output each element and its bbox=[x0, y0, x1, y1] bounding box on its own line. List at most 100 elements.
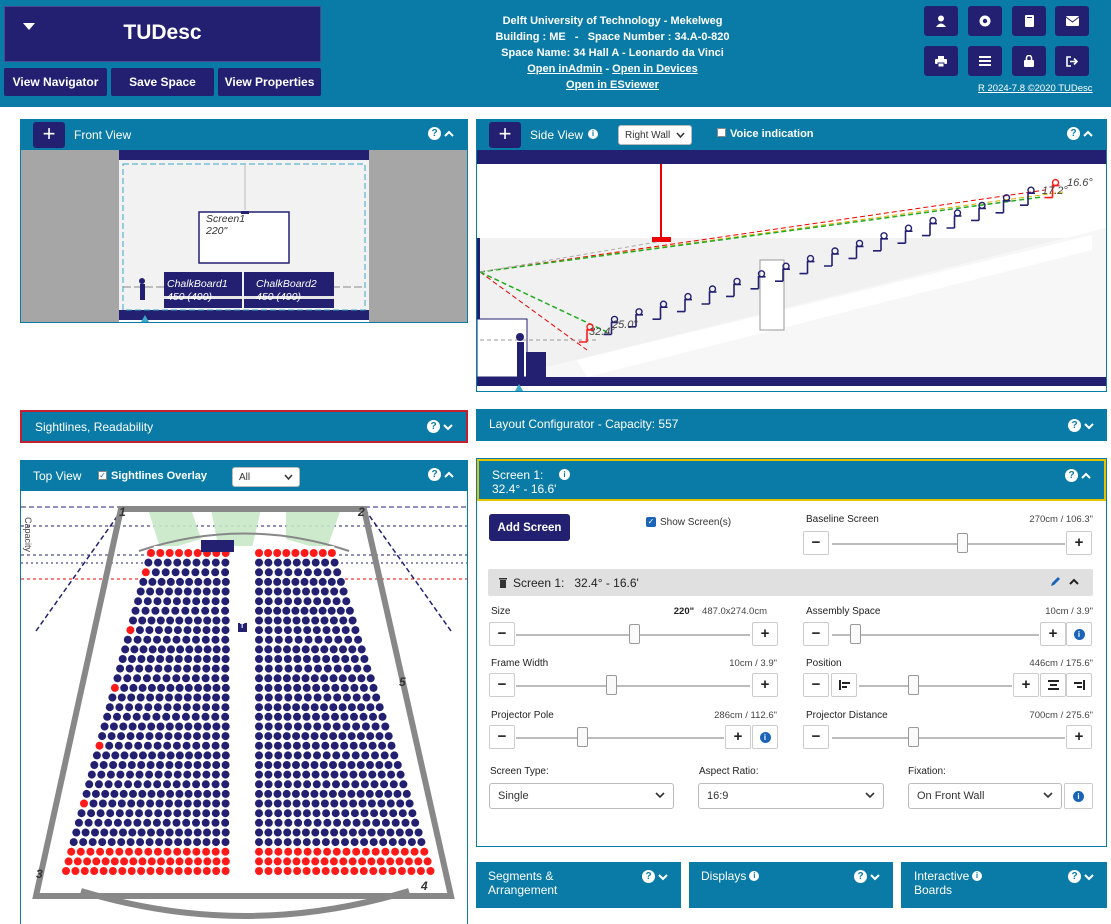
chevron-up-icon[interactable] bbox=[1082, 128, 1094, 140]
book-button[interactable] bbox=[1012, 6, 1046, 36]
chevron-up-icon[interactable] bbox=[1080, 470, 1092, 482]
help-icon[interactable]: ? bbox=[1068, 870, 1081, 883]
chevron-down-icon[interactable] bbox=[869, 871, 881, 883]
info-icon[interactable]: i bbox=[559, 469, 570, 480]
screen-type-select[interactable]: Single bbox=[489, 783, 674, 809]
screen-row-header[interactable]: Screen 1: 32.4° - 16.6' bbox=[488, 569, 1093, 596]
seat bbox=[274, 568, 283, 577]
fixation-info-button[interactable]: i bbox=[1064, 783, 1093, 809]
chevron-up-icon[interactable] bbox=[443, 128, 455, 140]
distance-slider-track[interactable] bbox=[832, 737, 1065, 739]
assembly-plus-button[interactable]: + bbox=[1040, 622, 1066, 646]
show-screens-checkbox[interactable]: ✓ bbox=[646, 517, 656, 527]
add-screen-button[interactable]: Add Screen bbox=[489, 514, 570, 541]
edit-pencil-icon[interactable] bbox=[1050, 576, 1061, 587]
side-view-add-button[interactable]: + bbox=[489, 122, 521, 148]
layout-configurator-panel[interactable]: Layout Configurator - Capacity: 557 ? bbox=[476, 409, 1107, 441]
chevron-up-icon[interactable] bbox=[443, 469, 455, 481]
seat bbox=[264, 549, 273, 557]
help-icon[interactable]: ? bbox=[428, 468, 441, 481]
seat bbox=[395, 828, 404, 837]
frame-minus-button[interactable]: − bbox=[489, 673, 515, 697]
print-button[interactable] bbox=[924, 46, 958, 76]
filter-select[interactable]: All bbox=[232, 467, 300, 487]
info-icon[interactable]: i bbox=[972, 871, 982, 881]
seat bbox=[321, 867, 330, 875]
pole-slider-thumb[interactable] bbox=[577, 727, 588, 747]
front-view-add-button[interactable]: + bbox=[33, 122, 65, 148]
assembly-info-button[interactable]: i bbox=[1066, 622, 1092, 646]
pole-slider-track[interactable] bbox=[516, 737, 724, 739]
baseline-slider-thumb[interactable] bbox=[957, 533, 968, 553]
chevron-up-icon[interactable] bbox=[1068, 576, 1080, 588]
trash-icon[interactable] bbox=[498, 577, 508, 588]
help-icon[interactable]: ? bbox=[642, 870, 655, 883]
displays-panel[interactable]: Displays i ? bbox=[689, 862, 893, 908]
position-slider-track[interactable] bbox=[859, 685, 1012, 687]
size-slider-thumb[interactable] bbox=[629, 624, 640, 644]
baseline-minus-button[interactable]: − bbox=[803, 531, 829, 555]
view-navigator-button[interactable]: View Navigator bbox=[4, 68, 107, 96]
list-button[interactable] bbox=[968, 46, 1002, 76]
distance-plus-button[interactable]: + bbox=[1066, 725, 1092, 749]
position-minus-button[interactable]: − bbox=[803, 673, 829, 697]
aspect-ratio-select[interactable]: 16:9 bbox=[698, 783, 884, 809]
distance-minus-button[interactable]: − bbox=[803, 725, 829, 749]
wall-select[interactable]: Right Wall bbox=[618, 125, 692, 145]
help-icon[interactable]: ? bbox=[428, 127, 441, 140]
chevron-down-icon[interactable] bbox=[1083, 420, 1095, 432]
baseline-plus-button[interactable]: + bbox=[1066, 531, 1092, 555]
pole-plus-button[interactable]: + bbox=[725, 725, 751, 749]
menu-caret-icon[interactable] bbox=[23, 23, 35, 30]
info-icon[interactable]: i bbox=[749, 871, 760, 881]
assembly-slider-thumb[interactable] bbox=[850, 624, 861, 644]
screen-panel-header[interactable]: Screen 1: i 32.4° - 16.6' ? bbox=[477, 459, 1106, 501]
baseline-slider-track[interactable] bbox=[832, 543, 1065, 545]
view-properties-button[interactable]: View Properties bbox=[218, 68, 321, 96]
align-center-button[interactable] bbox=[1040, 673, 1066, 697]
distance-slider-thumb[interactable] bbox=[908, 727, 919, 747]
size-plus-button[interactable]: + bbox=[752, 622, 778, 646]
size-minus-button[interactable]: − bbox=[489, 622, 515, 646]
align-right-button[interactable] bbox=[1066, 673, 1092, 697]
sightlines-panel[interactable]: Sightlines, Readability ? bbox=[20, 410, 468, 443]
chevron-down-icon[interactable] bbox=[1083, 871, 1095, 883]
info-icon[interactable]: i bbox=[588, 129, 598, 139]
lock-button[interactable] bbox=[1012, 46, 1046, 76]
support-button[interactable] bbox=[968, 6, 1002, 36]
version-link[interactable]: R 2024-7.8 ©2020 TUDesc bbox=[978, 83, 1093, 94]
frame-plus-button[interactable]: + bbox=[752, 673, 778, 697]
pole-info-button[interactable]: i bbox=[752, 725, 778, 749]
chevron-down-icon[interactable] bbox=[657, 871, 669, 883]
user-button[interactable] bbox=[924, 6, 958, 36]
open-esviewer-link[interactable]: Open in ESviewer bbox=[566, 79, 659, 91]
help-icon[interactable]: ? bbox=[1068, 419, 1081, 432]
help-icon[interactable]: ? bbox=[1067, 127, 1080, 140]
seat bbox=[338, 789, 347, 798]
overlay-checkbox[interactable]: ✓ bbox=[98, 471, 107, 480]
frame-slider-track[interactable] bbox=[516, 685, 750, 687]
frame-slider-thumb[interactable] bbox=[606, 675, 617, 695]
segments-panel[interactable]: Segments & Arrangement ? bbox=[476, 862, 681, 908]
save-space-button[interactable]: Save Space bbox=[111, 68, 214, 96]
open-inadmin-link[interactable]: Open inAdmin bbox=[527, 63, 603, 75]
assembly-slider-track[interactable] bbox=[832, 634, 1039, 636]
position-plus-button[interactable]: + bbox=[1013, 673, 1039, 697]
mail-button[interactable] bbox=[1055, 6, 1089, 36]
pole-minus-button[interactable]: − bbox=[489, 725, 515, 749]
interactive-boards-panel[interactable]: Interactive Boards i ? bbox=[901, 862, 1107, 908]
help-icon[interactable]: ? bbox=[854, 870, 867, 883]
logout-button[interactable] bbox=[1055, 46, 1089, 76]
seat bbox=[156, 655, 165, 663]
assembly-minus-button[interactable]: − bbox=[803, 622, 829, 646]
open-devices-link[interactable]: Open in Devices bbox=[612, 63, 698, 75]
fixation-select[interactable]: On Front Wall bbox=[908, 783, 1062, 809]
app-logo-menu[interactable]: TUDesc bbox=[4, 6, 321, 62]
align-left-button[interactable] bbox=[831, 673, 857, 697]
voice-checkbox[interactable] bbox=[717, 128, 726, 137]
seat bbox=[147, 789, 156, 798]
position-slider-thumb[interactable] bbox=[908, 675, 919, 695]
help-icon[interactable]: ? bbox=[1065, 469, 1078, 482]
help-icon[interactable]: ? bbox=[427, 420, 440, 433]
chevron-down-icon[interactable] bbox=[442, 421, 454, 433]
